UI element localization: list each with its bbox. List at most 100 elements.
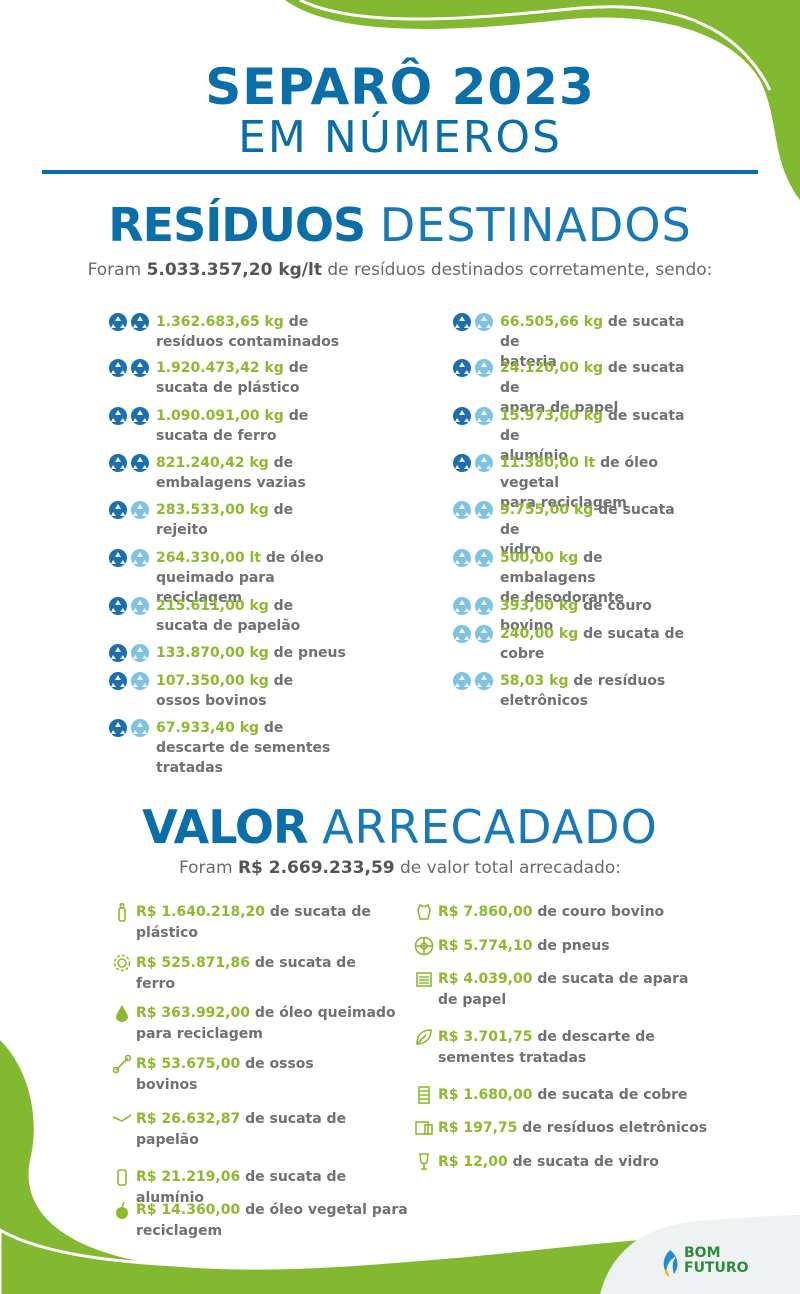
leather-icon: [414, 902, 434, 929]
valor-desc: de couro bovino: [537, 904, 665, 920]
residuo-line: 24.120,00 kg de sucata de: [500, 358, 692, 398]
residuo-desc-line3: tratadas: [156, 760, 223, 776]
residuo-value: 283.533,00 kg: [156, 502, 269, 518]
bottle-icon: [112, 902, 132, 929]
recycle-icon: [474, 671, 494, 697]
recycle-icon: [108, 718, 128, 744]
recycle-icon: [130, 596, 150, 622]
bone-icon: [112, 1054, 132, 1081]
residuo-desc: de óleo vegetal: [500, 455, 658, 491]
valor-line: R$ 4.039,00 de sucata de apara: [438, 969, 688, 990]
residuo-text: 1.090.091,00 kg de sucata de ferro: [156, 406, 308, 446]
residuo-desc-line2: resíduos contaminados: [156, 334, 340, 350]
residuo-line: 264.330,00 lt de óleo: [156, 548, 348, 568]
page-subtitle: EM NÚMEROS: [238, 112, 562, 163]
valor-text: R$ 363.992,00 de óleo queimado para recic…: [136, 1003, 396, 1045]
valor-line: R$ 363.992,00 de óleo queimado: [136, 1003, 396, 1024]
residuo-desc: de sucata de: [500, 502, 675, 538]
valor-text: R$ 7.860,00 de couro bovino: [438, 902, 664, 923]
valor-value: R$ 26.632,87: [136, 1111, 241, 1127]
residuo-desc: de: [273, 673, 294, 689]
residuo-desc-line2: de desodorante: [500, 590, 625, 606]
recycle-icon: [474, 312, 494, 338]
top-green-wave: [285, 0, 800, 200]
valor-text: R$ 53.675,00 de ossos bovinos: [136, 1054, 314, 1096]
recycle-icon: [474, 500, 494, 526]
residuo-text: 67.933,40 kg de descarte de sementes trata…: [156, 718, 330, 778]
residuo-text: 107.350,00 kg de ossos bovinos: [156, 671, 293, 711]
valor-text: R$ 3.701,75 de descarte de sementes trata…: [438, 1027, 655, 1069]
recycle-icon: [452, 500, 472, 526]
valor-line: R$ 53.675,00 de ossos: [136, 1054, 314, 1075]
valor-desc: de óleo vegetal para: [245, 1202, 408, 1218]
residuo-desc: de sucata de: [500, 408, 685, 444]
recycle-icon: [452, 453, 472, 479]
residuo-desc-line2: sucata de plástico: [156, 380, 300, 396]
valor-desc: de sucata de: [269, 904, 371, 920]
residuo-line: 500,00 kg de embalagens: [500, 548, 692, 588]
residuo-text: 133.870,00 kg de pneus: [156, 643, 346, 663]
residuo-text: 500,00 kg de embalagens de desodorante: [500, 548, 692, 608]
valor-text: R$ 1.640.218,20 de sucata de plástico: [136, 902, 371, 944]
residuo-text: 1.920.473,42 kg de sucata de plástico: [156, 358, 308, 398]
residuo-desc: de: [288, 360, 309, 376]
residuo-value: 15.973,00 kg: [500, 408, 604, 424]
residuo-desc-line2: cobre: [500, 646, 545, 662]
residuo-desc-line2: queimado para reciclagem: [156, 570, 275, 606]
recycle-icon: [474, 624, 494, 650]
residuo-text: 11.380,00 lt de óleo vegetal para recicla…: [500, 453, 692, 513]
recycle-icon: [130, 671, 150, 697]
valor-value: R$ 21.219,06: [136, 1169, 241, 1185]
residuo-text: 1.362.683,65 kg de resíduos contaminados: [156, 312, 339, 352]
valor-desc: de pneus: [537, 938, 610, 954]
recycle-icon: [108, 312, 128, 338]
residuo-line: 821.240,42 kg de: [156, 453, 306, 473]
recycle-icon: [108, 358, 128, 384]
valor-text: R$ 12,00 de sucata de vidro: [438, 1152, 659, 1173]
valor-text: R$ 525.871,86 de sucata de ferro: [136, 953, 356, 995]
valor-text: R$ 21.219,06 de sucata de alumínio: [136, 1167, 412, 1209]
logo-panel: [600, 1215, 800, 1294]
residuo-value: 821.240,42 kg: [156, 455, 269, 471]
bottom-green-wave: [0, 1040, 641, 1294]
valor-heading: VALOR ARRECADADO: [142, 800, 658, 854]
residuo-line: 393,00 kg de couro bovino: [500, 596, 692, 636]
residuo-desc-line2: eletrônicos: [500, 693, 589, 709]
residuo-value: 11.380,00 lt: [500, 455, 596, 471]
residuo-desc: de couro bovino: [500, 598, 652, 634]
valor-desc: de sucata de alumínio: [136, 1169, 347, 1206]
recycle-icon: [108, 596, 128, 622]
residuo-desc: de óleo: [265, 550, 324, 566]
residuo-value: 58,03 kg: [500, 673, 569, 689]
residuo-line: 1.920.473,42 kg de: [156, 358, 308, 378]
valor-value: R$ 7.860,00: [438, 904, 533, 920]
recycle-icon: [452, 312, 472, 338]
logo-flame-icon: [663, 1250, 678, 1277]
tire-icon: [414, 936, 434, 963]
valor-desc: de sucata de: [254, 955, 356, 971]
residuo-text: 821.240,42 kg de embalagens vazias: [156, 453, 306, 493]
residuo-line: 15.973,00 kg de sucata de: [500, 406, 692, 446]
valor-line: R$ 7.860,00 de couro bovino: [438, 902, 664, 923]
residuo-line: 58,03 kg de resíduos: [500, 671, 665, 691]
residuo-line: 67.933,40 kg de: [156, 718, 330, 738]
recycle-icon: [130, 548, 150, 574]
residuo-value: 240,00 kg: [500, 626, 579, 642]
valor-value: R$ 5.774,10: [438, 938, 533, 954]
residuo-value: 1.920.473,42 kg: [156, 360, 284, 376]
valor-text: R$ 26.632,87 de sucata de papelão: [136, 1109, 346, 1151]
residuo-desc: de sucata de: [583, 626, 685, 642]
valor-value: R$ 14.360,00: [136, 1202, 241, 1218]
recycle-icon: [474, 548, 494, 574]
recycle-icon: [130, 500, 150, 526]
bom-futuro-logo: BOM FUTURO: [660, 1244, 780, 1284]
recycle-icon: [452, 358, 472, 384]
valor-desc-line2: para reciclagem: [136, 1026, 263, 1042]
residuo-desc: de pneus: [273, 645, 346, 661]
residuo-desc-line2: ossos bovinos: [156, 693, 267, 709]
residuo-text: 9.755,00 kg de sucata de vidro: [500, 500, 692, 560]
residuo-desc-line2: alumínio: [500, 448, 568, 464]
glass-icon: [414, 1152, 434, 1179]
residuo-line: 133.870,00 kg de pneus: [156, 643, 346, 663]
residuo-desc: de: [263, 720, 284, 736]
